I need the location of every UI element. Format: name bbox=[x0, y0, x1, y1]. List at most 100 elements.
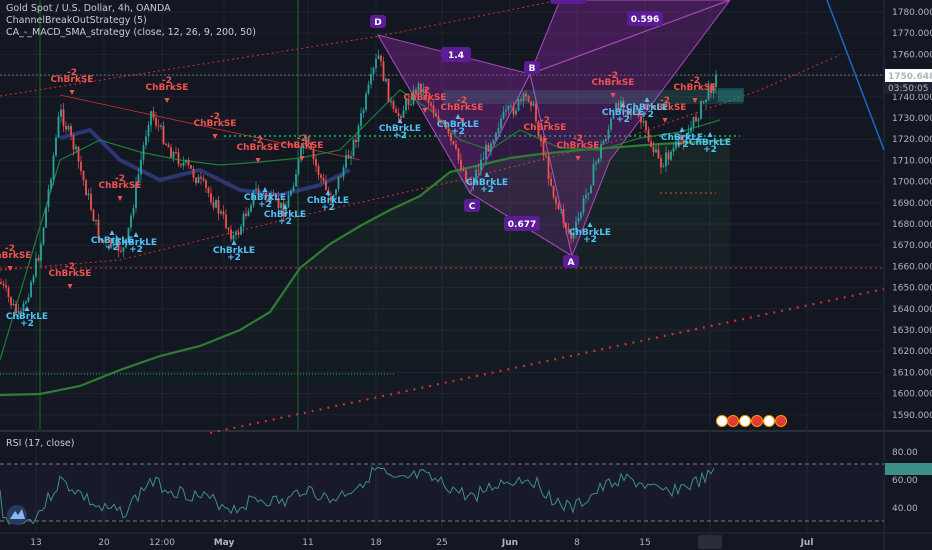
candle-body bbox=[310, 143, 312, 149]
price-tick-label: 1600.000 bbox=[892, 390, 932, 400]
price-tick-label: 1610.000 bbox=[892, 368, 932, 378]
candle-body bbox=[32, 276, 35, 283]
sell-signal-label: ChBrkSE bbox=[441, 103, 484, 113]
candle-body bbox=[595, 162, 597, 165]
candle-body bbox=[155, 117, 157, 126]
candle-body bbox=[72, 135, 75, 150]
time-tick-label: 13 bbox=[30, 538, 41, 548]
candle-body bbox=[635, 110, 637, 112]
candle-body bbox=[75, 146, 77, 150]
buy-size-label: +2 bbox=[616, 115, 630, 125]
buy-arrow-icon bbox=[133, 232, 139, 237]
buy-size-label: +2 bbox=[278, 217, 292, 227]
pattern-point-badge bbox=[563, 255, 579, 268]
candle-body bbox=[187, 160, 190, 166]
candle-body bbox=[692, 116, 695, 128]
candle-body bbox=[700, 101, 702, 119]
candle-body bbox=[377, 55, 380, 59]
candle-body bbox=[447, 128, 450, 134]
economic-event-icon[interactable] bbox=[763, 415, 775, 427]
economic-event-icon[interactable] bbox=[775, 415, 787, 427]
price-tick-label: 1650.000 bbox=[892, 284, 932, 294]
candle-body bbox=[397, 112, 400, 116]
candle-body bbox=[422, 88, 425, 94]
buy-signal-label: ChBrkLE bbox=[115, 238, 157, 248]
price-axis[interactable]: 1780.0001770.0001760.0001750.0001740.000… bbox=[892, 8, 932, 421]
candle-body bbox=[445, 122, 447, 129]
pattern-point-label: C bbox=[469, 202, 476, 212]
trend-line[interactable] bbox=[826, 0, 885, 151]
candle-body bbox=[240, 226, 242, 235]
candle-body bbox=[217, 200, 220, 214]
pattern-point-b[interactable]: B bbox=[524, 61, 540, 74]
pattern-point-c[interactable]: C bbox=[464, 199, 480, 212]
pattern-ratio-label: 0.596 bbox=[631, 15, 659, 25]
buy-size-label: +2 bbox=[258, 200, 272, 210]
price-tick-label: 1620.000 bbox=[892, 347, 932, 357]
last-price-tag[interactable]: 1750.648 03:50:05 bbox=[885, 69, 932, 94]
candle-body bbox=[42, 227, 45, 245]
candle-body bbox=[252, 190, 255, 206]
buy-size-label: +2 bbox=[227, 253, 241, 263]
candle-body bbox=[467, 181, 470, 183]
candle-body bbox=[22, 303, 25, 312]
pattern-ratio[interactable]: 0.596 bbox=[627, 11, 663, 26]
pattern-point-a[interactable]: A bbox=[563, 255, 579, 268]
candle-body bbox=[357, 125, 360, 142]
buy-signal-label: ChBrkLE bbox=[307, 196, 349, 206]
buy-signal-label: ChBrkLE bbox=[661, 133, 703, 143]
symbol-title[interactable]: Gold Spot / U.S. Dollar, 4h, OANDA bbox=[6, 3, 171, 14]
tradingview-logo[interactable] bbox=[7, 505, 27, 525]
rsi-pane[interactable]: 80.00 60.00 40.00 bbox=[0, 448, 932, 525]
candle-body bbox=[50, 179, 52, 190]
economic-event-icon[interactable] bbox=[739, 415, 751, 427]
channel-upper-left bbox=[379, 0, 561, 37]
pattern-point-d[interactable]: D bbox=[370, 15, 386, 28]
pattern-ratio[interactable]: 0.677 bbox=[504, 216, 540, 231]
candle-body bbox=[510, 105, 512, 107]
candle-body bbox=[517, 99, 520, 111]
candle-body bbox=[300, 147, 302, 160]
candle-body bbox=[715, 74, 717, 87]
candle-body bbox=[130, 215, 132, 228]
economic-event-icon[interactable] bbox=[751, 415, 763, 427]
candle-body bbox=[325, 180, 327, 190]
sell-signal-label: ChBrkSE bbox=[146, 83, 189, 93]
candle-body bbox=[170, 147, 172, 158]
candle-body bbox=[550, 178, 552, 186]
indicator-macd-sma[interactable]: CA_-_MACD_SMA_strategy (close, 12, 26, 9… bbox=[6, 27, 256, 38]
candle-body bbox=[120, 250, 122, 252]
candle-body bbox=[637, 110, 640, 117]
indicator-channel-breakout[interactable]: ChannelBreakOutStrategy (5) bbox=[6, 15, 147, 26]
candle-body bbox=[625, 110, 627, 112]
price-tick-label: 1590.000 bbox=[892, 411, 932, 421]
candle-body bbox=[675, 141, 677, 149]
candle-body bbox=[557, 203, 560, 210]
candle-body bbox=[562, 209, 565, 223]
candle-body bbox=[565, 222, 567, 229]
pattern-ratio[interactable]: 1.4 bbox=[441, 47, 471, 62]
candle-body bbox=[582, 198, 585, 213]
candle-body bbox=[497, 128, 500, 133]
candle-body bbox=[90, 193, 92, 210]
candle-body bbox=[277, 198, 280, 209]
economic-event-icon[interactable] bbox=[727, 415, 739, 427]
rsi-legend[interactable]: RSI (17, close) bbox=[6, 438, 75, 449]
pattern-point-label: B bbox=[529, 64, 536, 74]
event-icons[interactable] bbox=[716, 415, 787, 427]
candle-body bbox=[177, 152, 180, 165]
candle-body bbox=[362, 109, 365, 114]
candle-body bbox=[402, 110, 405, 118]
candle-body bbox=[5, 285, 7, 288]
economic-event-icon[interactable] bbox=[716, 415, 728, 427]
sell-size-label: -2 bbox=[115, 174, 125, 184]
sell-size-label: -2 bbox=[162, 76, 172, 86]
candle-body bbox=[225, 214, 227, 228]
candle-body bbox=[207, 187, 210, 194]
candle-body bbox=[660, 158, 662, 168]
candle-body bbox=[145, 136, 147, 146]
sell-arrow-icon bbox=[67, 284, 73, 289]
candle-body bbox=[232, 234, 235, 240]
